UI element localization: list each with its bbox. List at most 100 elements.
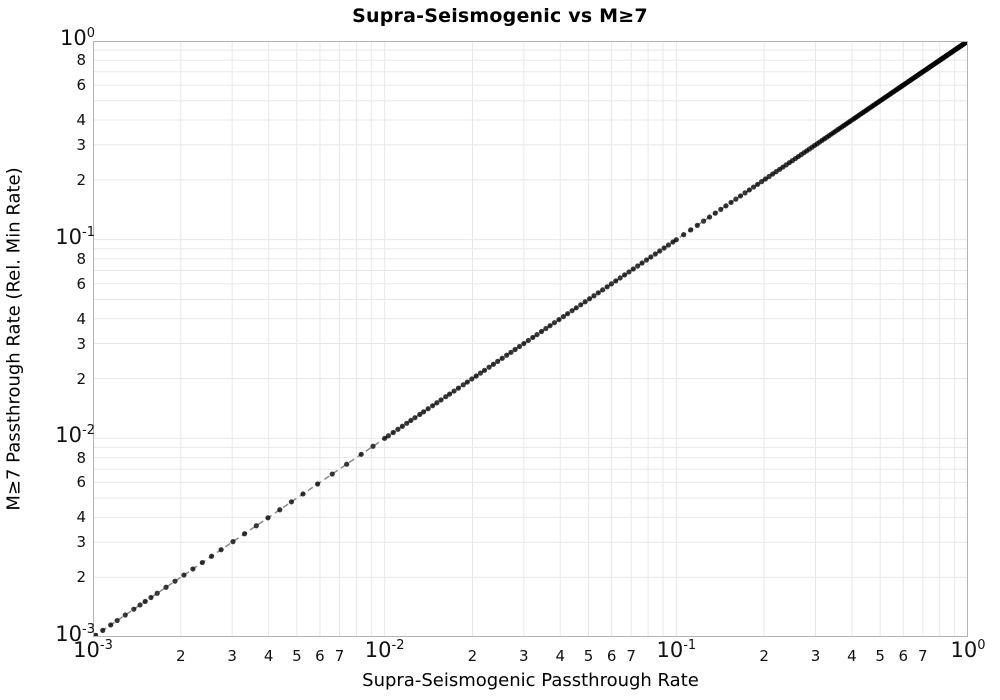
y-tick-label-major: 100	[59, 26, 95, 50]
y-tick-label: 8	[76, 51, 86, 70]
data-point	[608, 281, 615, 287]
data-point	[242, 531, 248, 537]
y-tick-label-major: 10-1	[55, 224, 95, 249]
data-point	[657, 248, 663, 254]
data-point	[230, 539, 236, 545]
data-point	[142, 598, 148, 605]
data-point	[543, 325, 549, 332]
data-point	[565, 311, 571, 317]
data-point	[93, 632, 99, 637]
data-point	[199, 559, 205, 566]
x-tick-label-major: 100	[950, 638, 986, 662]
x-tick-label: 2	[467, 647, 478, 665]
x-tick-label: 5	[875, 647, 885, 665]
x-tick-label: 6	[315, 647, 325, 665]
data-point	[172, 578, 178, 584]
x-tick-label: 4	[847, 647, 857, 665]
data-point	[300, 491, 306, 497]
data-point	[586, 296, 593, 302]
data-point	[148, 594, 154, 601]
data-point	[525, 337, 531, 344]
data-point	[643, 257, 650, 263]
x-tick-label: 5	[292, 647, 302, 665]
data-point	[504, 352, 510, 358]
data-point	[451, 388, 457, 394]
y-tick-label: 4	[76, 111, 86, 130]
data-point	[681, 232, 687, 238]
x-tick-label: 7	[334, 647, 345, 665]
data-point	[573, 305, 579, 311]
data-point	[412, 415, 418, 421]
data-point	[382, 435, 388, 441]
x-tick-label: 6	[606, 647, 617, 665]
data-point	[665, 242, 672, 248]
data-point	[639, 260, 645, 266]
x-tick-label: 2	[176, 647, 186, 665]
data-point	[499, 355, 505, 361]
data-point	[700, 218, 707, 224]
data-point	[477, 370, 484, 376]
data-point	[673, 237, 679, 243]
data-point	[762, 176, 768, 182]
data-point	[723, 203, 729, 209]
data-point	[661, 245, 667, 251]
y-tick-label-major: 10-2	[55, 423, 95, 448]
data-point	[595, 290, 601, 296]
x-axis-title: Supra-Seismogenic Passthrough Rate	[362, 670, 699, 691]
x-tick-label: 2	[759, 647, 769, 665]
data-point	[750, 184, 757, 190]
data-point	[395, 426, 401, 432]
data-point	[114, 617, 120, 624]
data-point	[534, 331, 540, 338]
x-tick-label-major: 10-3	[73, 638, 113, 662]
data-point	[163, 584, 169, 590]
data-point	[447, 391, 453, 397]
data-point	[556, 316, 562, 323]
y-tick-label: 4	[76, 508, 86, 527]
data-point	[521, 340, 527, 347]
data-point	[635, 263, 641, 269]
data-point	[630, 266, 636, 272]
x-tick-label: 5	[583, 647, 594, 665]
y-tick-label: 6	[76, 76, 86, 95]
data-point	[508, 349, 514, 355]
data-point	[512, 346, 518, 353]
data-point	[385, 433, 392, 439]
y-tick-label: 6	[76, 274, 86, 293]
x-tick-label: 4	[263, 647, 274, 665]
data-point	[434, 400, 440, 406]
data-point	[190, 566, 196, 572]
plot-canvas	[93, 41, 968, 637]
data-point	[538, 328, 545, 335]
y-tick-label: 2	[76, 170, 86, 189]
data-point	[438, 397, 444, 403]
chart-title: Supra-Seismogenic vs M≥7	[352, 5, 648, 27]
y-tick-label: 3	[76, 533, 86, 552]
data-point	[315, 481, 321, 487]
data-point	[425, 406, 431, 412]
data-point	[473, 373, 479, 379]
data-point	[591, 293, 597, 299]
data-point	[408, 417, 414, 424]
data-point	[718, 206, 724, 213]
data-point	[265, 515, 271, 521]
data-point	[404, 420, 410, 426]
data-point	[469, 376, 475, 382]
data-point	[137, 602, 143, 608]
data-point	[694, 222, 700, 228]
data-point	[712, 210, 718, 216]
y-tick-label-major: 10-3	[55, 622, 95, 646]
x-tick-label: 3	[810, 647, 821, 665]
data-point	[737, 193, 744, 199]
y-tick-label: 8	[76, 249, 86, 268]
data-point	[430, 403, 436, 409]
data-point	[154, 590, 160, 596]
data-point	[560, 313, 566, 320]
y-tick-label: 6	[76, 473, 86, 492]
x-tick-label: 3	[519, 647, 529, 665]
data-point	[358, 451, 364, 457]
data-point	[455, 385, 462, 391]
data-point	[626, 269, 632, 275]
data-point	[652, 251, 658, 257]
y-tick-label: 3	[76, 334, 86, 353]
